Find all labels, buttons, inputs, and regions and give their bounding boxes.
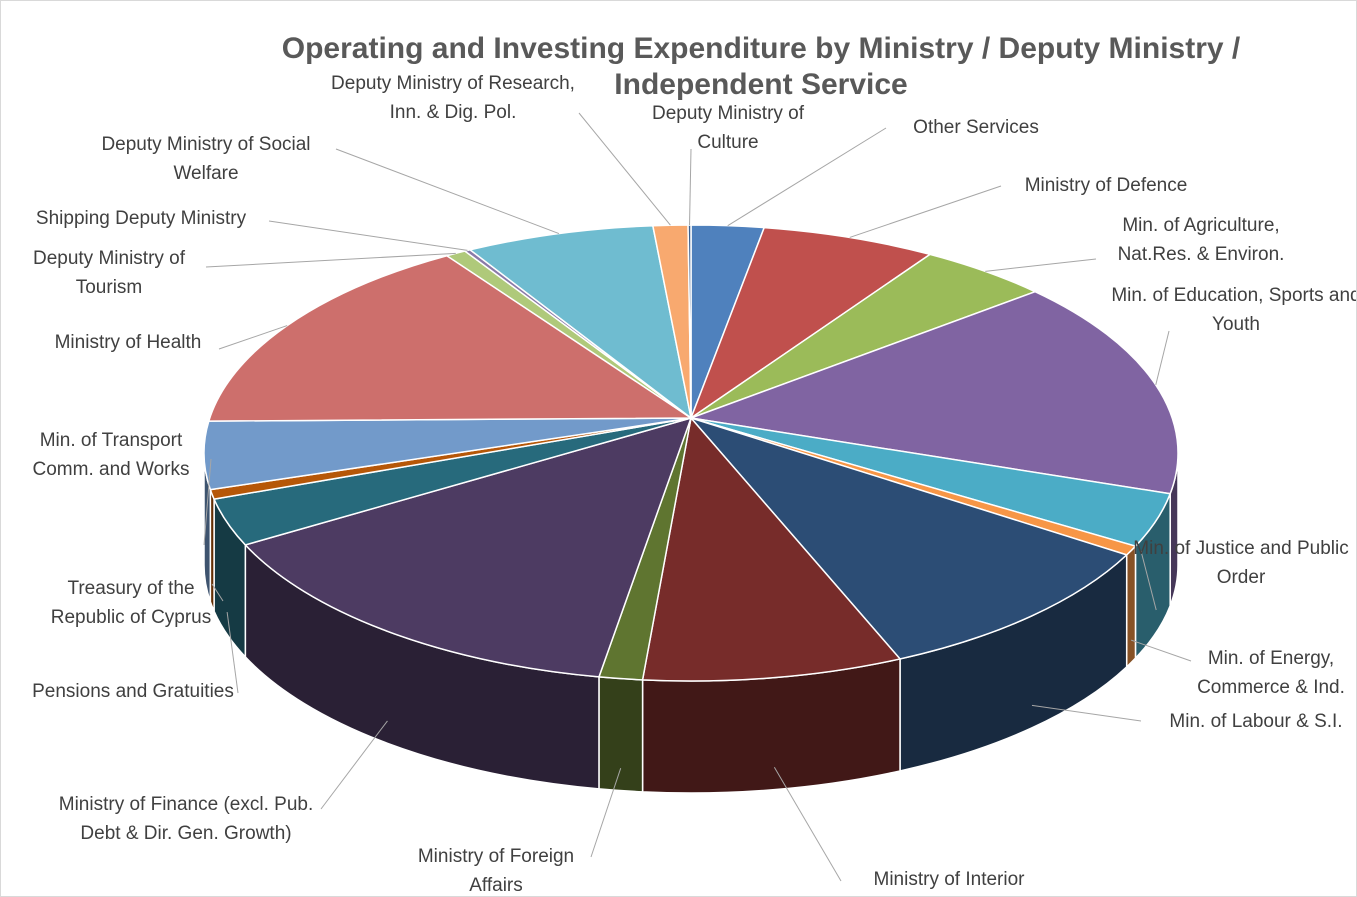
leader-line [689,148,692,226]
leader-line [268,220,468,251]
slice-label: Pensions and Gratuities [32,681,234,702]
slice-label: Deputy Ministry of Tourism [32,248,186,298]
leader-line [985,258,1097,272]
leader-line [218,325,288,350]
leader-line [1131,639,1192,662]
leader-line [1155,330,1170,386]
leader-line [590,768,622,858]
chart-title: Operating and Investing Expenditure by M… [281,32,1241,101]
slice-label: Ministry of Foreign Affairs [417,846,575,896]
slice-label: Min. of Labour & S.I. [1169,711,1343,732]
slice [689,226,932,420]
leader-line [773,766,842,882]
slice [641,416,902,682]
slice [468,224,693,420]
leader-line [849,185,1002,238]
slice-label: Other Services [913,117,1039,138]
slice-label: Deputy Ministry of Social Welfare [101,134,311,184]
slice-label: Min. of Education, Sports and Youth [1111,285,1357,335]
slice-label: Ministry of Finance (excl. Pub. Debt & D… [58,794,314,844]
leader-line [578,112,671,226]
slice-label: Min. of Energy, Commerce & Ind. [1197,648,1345,698]
slice-label: Shipping Deputy Ministry [35,208,247,229]
leader-line [203,458,212,546]
slice-label: Min. of Justice and Public Order [1133,538,1349,588]
leader-line [226,611,239,694]
slice-label: Min. of Agriculture, Nat.Res. & Environ. [1117,215,1285,265]
leader-line [205,252,456,268]
slice-label: Ministry of Health [54,332,202,353]
leader-line [211,583,224,602]
leader-line [727,127,887,227]
slice-label: Ministry of Defence [1024,175,1188,196]
slice [688,416,1129,660]
slice [243,416,693,678]
slice-label: Deputy Ministry of Culture [651,103,805,153]
slice [688,290,1179,495]
slice-label: Treasury of the Republic of Cyprus [50,578,212,628]
slice-side [598,676,644,793]
leader-line [1140,550,1157,611]
slice-label: Deputy Ministry of Research, Inn. & Dig.… [331,73,575,123]
leader-line [1031,704,1142,722]
leader-line [320,720,388,810]
slice-label: Ministry of Interior [873,869,1025,890]
leader-line [335,148,560,235]
slice-label: Min. of Transport Comm. and Works [32,430,190,480]
